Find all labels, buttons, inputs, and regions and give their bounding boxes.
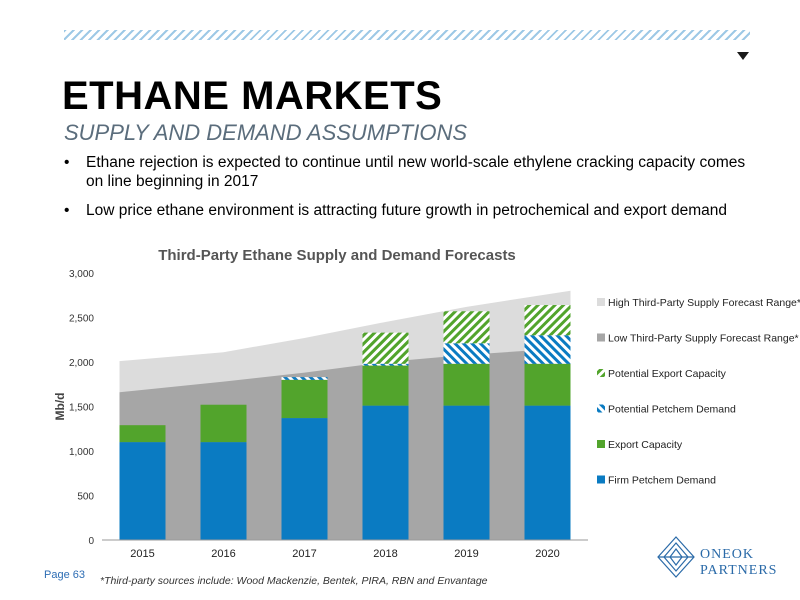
bar-export-capacity (524, 363, 571, 406)
legend-label: Potential Export Capacity (608, 368, 727, 380)
bullet-text: Low price ethane environment is attracti… (86, 202, 728, 219)
bar-export-capacity (362, 365, 409, 406)
header-stripe (64, 30, 750, 40)
legend-swatch (597, 333, 605, 342)
bar-potential-petchem (362, 363, 409, 366)
bullet-text: Ethane rejection is expected to continue… (86, 154, 746, 190)
x-tick-label: 2018 (373, 548, 397, 560)
legend-swatch (597, 440, 605, 448)
bar-firm-petchem (362, 405, 409, 540)
page-number: Page 63 (44, 569, 85, 581)
logo-line-1: ONEOK (700, 547, 754, 562)
chart-title: Third-Party Ethane Supply and Demand For… (158, 247, 516, 264)
y-axis-label: Mb/d (53, 393, 67, 421)
bar-potential-export (443, 311, 490, 344)
legend-label: Potential Petchem Demand (608, 404, 736, 416)
oneok-logo-icon (657, 536, 695, 578)
bar-firm-petchem (524, 405, 571, 540)
supply-demand-chart: Third-Party Ethane Supply and Demand For… (53, 247, 800, 560)
bar-firm-petchem (443, 405, 490, 540)
x-tick-label: 2020 (535, 548, 559, 560)
y-tick-label: 3,000 (69, 269, 94, 280)
y-tick-label: 2,500 (69, 314, 94, 325)
x-tick-label: 2017 (292, 548, 316, 560)
bar-export-capacity (119, 425, 166, 443)
bullet-item: • Low price ethane environment is attrac… (64, 201, 764, 220)
legend-swatch (597, 369, 605, 377)
page-subtitle: SUPPLY AND DEMAND ASSUMPTIONS (64, 120, 468, 145)
legend-swatch (597, 475, 605, 484)
bar-potential-petchem (281, 377, 328, 380)
y-tick-label: 0 (88, 536, 94, 547)
bullet-list: • Ethane rejection is expected to contin… (64, 153, 764, 230)
bar-potential-petchem (524, 335, 571, 364)
bullet-icon: • (64, 202, 70, 219)
legend-label: Low Third-Party Supply Forecast Range* (608, 333, 799, 345)
footnote: *Third-party sources include: Wood Macke… (100, 575, 488, 587)
page-title: ETHANE MARKETS (62, 74, 443, 118)
x-tick-label: 2015 (130, 548, 154, 560)
legend-swatch (597, 404, 605, 413)
bar-firm-petchem (200, 442, 247, 540)
x-tick-label: 2016 (211, 548, 235, 560)
bar-firm-petchem (119, 442, 166, 540)
logo-line-2: PARTNERS (700, 563, 778, 578)
bar-potential-export (524, 305, 571, 336)
legend-label: Firm Petchem Demand (608, 475, 716, 487)
bullet-item: • Ethane rejection is expected to contin… (64, 153, 764, 191)
bar-export-capacity (443, 363, 490, 406)
legend-label: Export Capacity (608, 439, 683, 451)
bar-export-capacity (200, 404, 247, 443)
y-tick-label: 1,000 (69, 447, 94, 458)
bar-potential-export (362, 332, 409, 364)
y-tick-label: 2,000 (69, 358, 94, 369)
bar-firm-petchem (281, 418, 328, 540)
y-tick-label: 1,500 (69, 403, 94, 414)
bullet-icon: • (64, 154, 70, 171)
x-tick-label: 2019 (454, 548, 478, 560)
bar-export-capacity (281, 379, 328, 419)
legend-label: High Third-Party Supply Forecast Range* (608, 297, 800, 309)
triangle-marker-icon (737, 52, 749, 60)
bar-potential-petchem (443, 343, 490, 364)
logo-wordmark: ONEOK PARTNERS (700, 547, 777, 579)
legend-swatch (597, 298, 605, 306)
y-tick-label: 500 (77, 492, 94, 503)
